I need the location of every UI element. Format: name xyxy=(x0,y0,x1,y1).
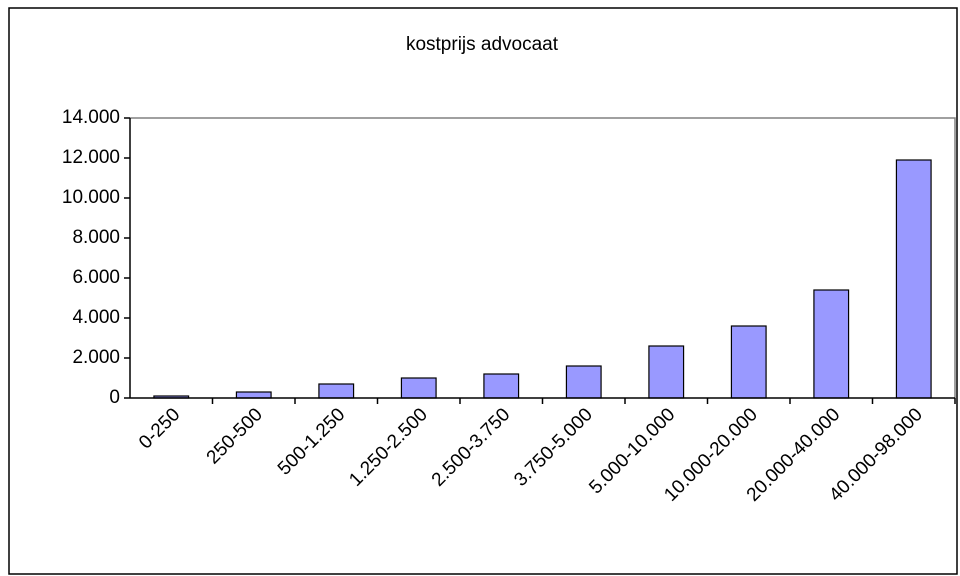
plot-border xyxy=(130,117,956,398)
bar xyxy=(318,383,355,399)
chart-title: kostprijs advocaat xyxy=(406,34,559,55)
chart-frame xyxy=(8,7,958,575)
y-tick-label: 8.000 xyxy=(72,227,120,248)
y-tick-label: 12.000 xyxy=(62,147,120,168)
bar xyxy=(400,377,437,399)
y-tick-label: 14.000 xyxy=(62,107,120,128)
y-tick-label: 0 xyxy=(109,387,120,408)
y-tick-label: 10.000 xyxy=(62,187,120,208)
bar xyxy=(895,159,932,399)
bar xyxy=(813,289,850,399)
y-tick-label: 4.000 xyxy=(72,307,120,328)
y-tick-label: 2.000 xyxy=(72,347,120,368)
bar xyxy=(648,345,685,399)
bar xyxy=(235,391,272,399)
y-tick-label: 6.000 xyxy=(72,267,120,288)
bar xyxy=(730,325,767,399)
bar xyxy=(483,373,520,399)
bar xyxy=(565,365,602,399)
